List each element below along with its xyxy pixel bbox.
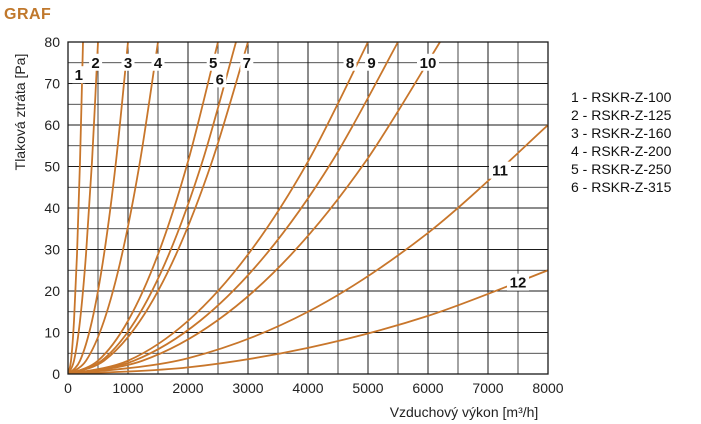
curve-label: 12: [510, 275, 527, 292]
chart-curves: [68, 42, 548, 374]
curve-label: 8: [346, 55, 354, 72]
legend: 1 - RSKR-Z-100 2 - RSKR-Z-125 3 - RSKR-Z…: [571, 88, 671, 196]
y-axis-label: Tlaková ztráta [Pa]: [12, 54, 28, 171]
curve-label: 11: [492, 163, 508, 180]
curve-label: 4: [154, 55, 163, 72]
curve-label-bg: [489, 161, 511, 179]
chart-ticks: 0 1000 2000 3000 4000 5000 6000 7000 8000 0 10 20 30…: [44, 34, 563, 396]
x-tick-label: 5000: [352, 380, 383, 396]
curve-label-bg: [343, 53, 357, 71]
y-tick-label: 50: [44, 159, 60, 175]
y-tick-label: 40: [44, 200, 60, 216]
curve-label: 3: [124, 55, 132, 72]
y-tick-label: 70: [44, 76, 60, 92]
x-tick-label: 8000: [532, 380, 563, 396]
series-line-12: [68, 269, 548, 374]
curve-label-bg: [206, 53, 220, 71]
legend-item: 2 - RSKR-Z-125: [571, 107, 672, 123]
legend-item: 6 - RSKR-Z-315: [571, 179, 672, 195]
y-tick-label: 60: [44, 117, 60, 133]
curve-label-bg: [121, 53, 135, 71]
curve-label-bg: [417, 53, 439, 71]
curve-label: 9: [367, 55, 375, 72]
curve-label: 10: [420, 55, 437, 72]
legend-item: 3 - RSKR-Z-160: [571, 125, 672, 141]
plot-border: [67, 41, 549, 375]
curve-label-bg: [89, 53, 103, 71]
legend-item: 4 - RSKR-Z-200: [571, 143, 672, 159]
y-tick-label: 30: [44, 242, 60, 258]
curve-label: 5: [209, 55, 217, 72]
x-tick-label: 6000: [412, 380, 443, 396]
curve-label: 7: [243, 55, 251, 72]
curve-label: 1: [75, 67, 83, 84]
y-tick-label: 10: [44, 325, 60, 341]
y-tick-label: 0: [52, 366, 60, 382]
legend-item: 1 - RSKR-Z-100: [571, 89, 672, 105]
series-line-11: [68, 124, 548, 374]
x-axis-label: Vzduchový výkon [m³/h]: [390, 404, 539, 420]
series-line-6: [68, 42, 237, 374]
x-tick-label: 0: [64, 380, 72, 396]
series-line-5: [68, 42, 219, 374]
series-line-10: [68, 42, 441, 374]
series-line-9: [68, 42, 399, 374]
y-tick-label: 20: [44, 283, 60, 299]
curve-label-bg: [151, 53, 165, 71]
x-tick-label: 2000: [172, 380, 203, 396]
series-line-7: [68, 42, 249, 374]
y-tick-label: 80: [44, 34, 60, 50]
series-line-8: [68, 42, 369, 374]
series-line-1: [68, 42, 84, 374]
curve-label-bg: [72, 66, 86, 84]
curve-label-bg: [213, 70, 227, 88]
series-line-2: [68, 42, 99, 374]
legend-item: 5 - RSKR-Z-250: [571, 161, 672, 177]
curve-label-bg: [365, 53, 379, 71]
x-tick-label: 1000: [112, 380, 143, 396]
chart-grid: [67, 41, 549, 375]
page-title: GRAF: [4, 6, 52, 23]
curve-label: 6: [216, 71, 224, 88]
series-line-3: [68, 42, 129, 374]
curve-label-bg: [240, 53, 254, 71]
x-tick-label: 3000: [232, 380, 263, 396]
chart-axes: [67, 41, 549, 375]
x-tick-label: 4000: [292, 380, 323, 396]
curve-label: 2: [91, 55, 99, 72]
curve-label-bg: [507, 273, 529, 291]
series-line-4: [68, 42, 159, 374]
x-tick-label: 7000: [472, 380, 503, 396]
